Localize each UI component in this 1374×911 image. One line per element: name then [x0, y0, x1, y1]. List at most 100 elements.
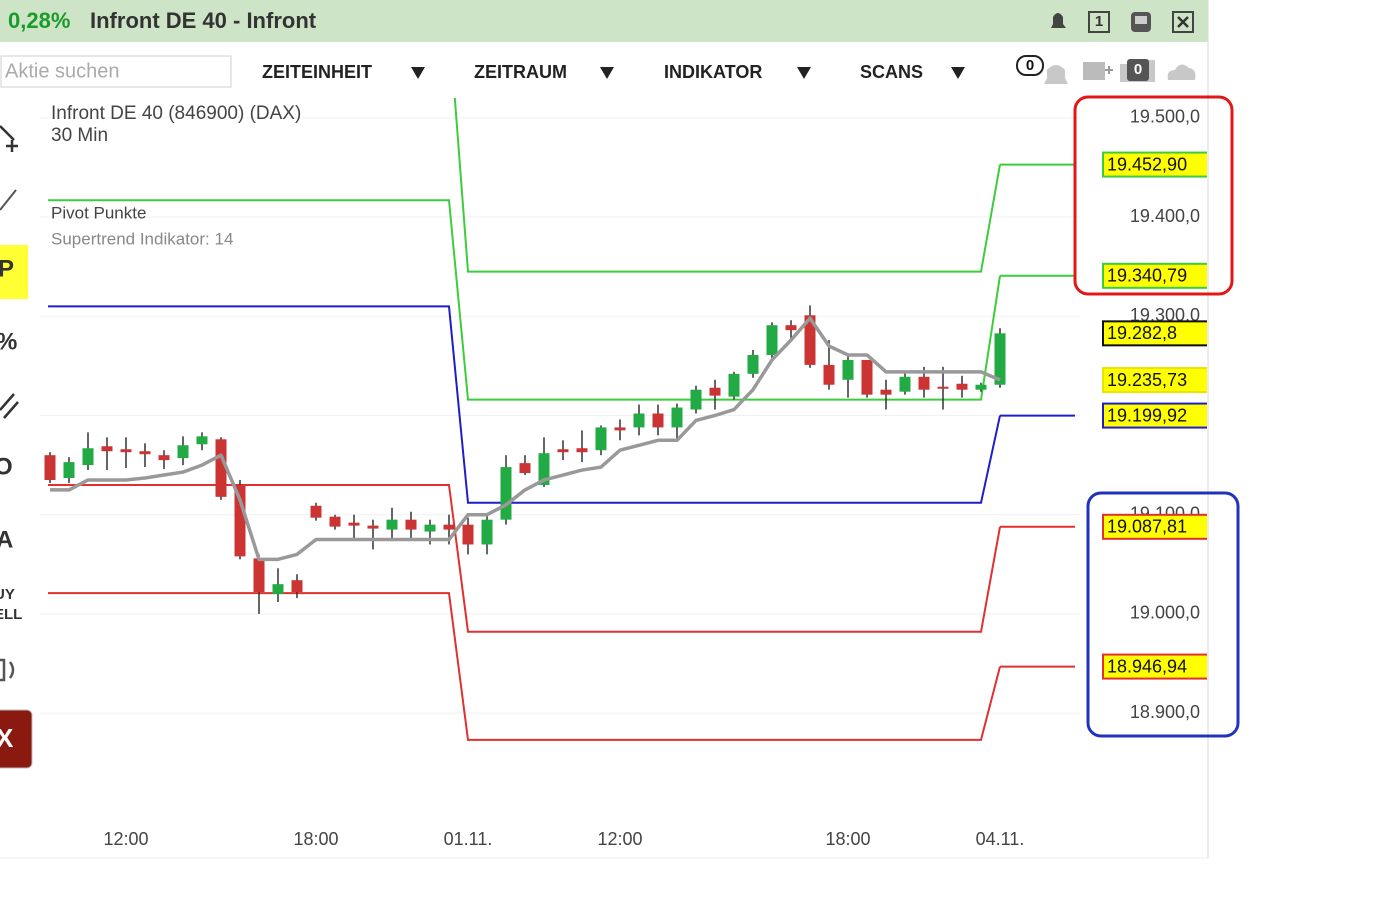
tool-line[interactable] [0, 189, 17, 211]
candle-body [215, 439, 227, 497]
tool-percent[interactable]: % [0, 328, 17, 355]
candle-body [272, 584, 284, 595]
y-tick-label: 19.500,0 [1130, 107, 1200, 127]
candle-body [101, 446, 113, 452]
pivot-line [50, 592, 1001, 741]
pivot-line [453, 98, 1001, 273]
menu-label: ZEITEINHEIT [262, 62, 372, 82]
tool-sound[interactable] [0, 658, 15, 682]
menu-zeiteinheit[interactable]: ZEITEINHEIT [262, 62, 425, 82]
candle-body [652, 413, 664, 428]
candle-body [424, 524, 436, 532]
price-tag [1102, 367, 1207, 394]
price-change: 0,28% [8, 8, 70, 33]
candle-body [785, 325, 797, 331]
price-tag-label: 19.235,73 [1107, 370, 1187, 390]
candle-body [139, 451, 151, 455]
candle-body [63, 462, 75, 478]
candle-body [82, 448, 94, 466]
candle-body [462, 524, 474, 545]
candle-body [196, 436, 208, 445]
menu-zeitraum[interactable]: ZEITRAUM [474, 62, 614, 82]
candle-body [975, 384, 987, 390]
candle-body [386, 519, 398, 530]
candle-body [747, 354, 759, 374]
menu-scans[interactable]: SCANS [860, 62, 965, 82]
grid [40, 117, 1080, 714]
supertrend-line [50, 316, 1001, 562]
y-tick-label: 19.300,0 [1130, 305, 1200, 325]
price-axis: 18.900,019.000,019.100,019.200,019.300,0… [1102, 107, 1207, 722]
candle-body [804, 315, 816, 365]
search-box[interactable]: Aktie suchen [0, 55, 232, 88]
x-tick-label: 12:00 [597, 829, 642, 849]
detach-button[interactable] [1131, 12, 1151, 32]
tool-label: UY [0, 586, 15, 603]
menu-label: ZEITRAUM [474, 62, 567, 82]
tool-buy-sell[interactable]: UY ELL [0, 586, 22, 623]
tool-channel[interactable] [0, 393, 19, 419]
tool-text[interactable]: A [0, 526, 13, 553]
close-glyph [1177, 16, 1189, 28]
badge-count: 0 [1134, 61, 1142, 78]
cloud-button[interactable] [1167, 64, 1196, 80]
tool-label: X [0, 723, 14, 753]
chart-title: Infront DE 40 (846900) (DAX) [51, 103, 301, 124]
x-tick-label: 18:00 [293, 829, 338, 849]
price-tag-label: 19.452,90 [1107, 154, 1187, 174]
plot-area [44, 98, 1075, 741]
candle-body [595, 427, 607, 451]
tool-circle[interactable]: O [0, 453, 13, 480]
price-tag-label: 19.282,8 [1107, 323, 1177, 343]
alarm-button[interactable] [1051, 13, 1066, 28]
annotation-box [1073, 95, 1234, 296]
menu-indikator[interactable]: INDIKATOR [664, 62, 811, 82]
folder-button[interactable]: 0 [1120, 59, 1155, 82]
x-tick-label: 18:00 [825, 829, 870, 849]
close-button[interactable] [1172, 11, 1194, 33]
candle-body [500, 467, 512, 520]
price-tag [1102, 513, 1207, 540]
candle-body [234, 484, 246, 557]
candle-body [405, 519, 417, 530]
button-label: 1 [1095, 13, 1103, 30]
candle-body [671, 407, 683, 428]
pivot-line [50, 199, 1001, 401]
chart: 18.900,019.000,019.100,019.200,019.300,0… [40, 98, 1207, 849]
candle-body [253, 558, 265, 593]
button-frame [1172, 11, 1194, 33]
dropdown-arrow [411, 67, 425, 79]
badge [1016, 55, 1044, 76]
candle-body [310, 505, 322, 518]
bell-icon [1051, 13, 1066, 28]
candle-body [956, 383, 968, 390]
tool-crosshair[interactable] [0, 125, 18, 152]
candle-body [899, 376, 911, 392]
candle-body [633, 413, 645, 428]
candle-body [823, 364, 835, 385]
candle-body [44, 455, 56, 480]
candle-body [766, 325, 778, 355]
candle-body [690, 389, 702, 410]
tool-pivot[interactable]: P [0, 245, 28, 299]
tool-label: P [0, 255, 14, 282]
watchlist-button[interactable] [1083, 62, 1113, 80]
candle-body [481, 519, 493, 545]
y-tick-label: 19.000,0 [1130, 603, 1200, 623]
tool-label: ELL [0, 606, 22, 623]
price-tag-label: 19.087,81 [1107, 517, 1187, 537]
layout-button[interactable]: 1 [1088, 11, 1110, 33]
tool-delete[interactable]: X [0, 709, 33, 769]
price-tag [1102, 402, 1207, 429]
candle-body [861, 359, 873, 395]
window-title: Infront DE 40 - Infront [90, 8, 317, 33]
menu-label: INDIKATOR [664, 62, 762, 82]
price-tag [1102, 262, 1207, 289]
button-glyph [1135, 16, 1147, 24]
candle-body [348, 522, 360, 526]
dropdown-arrow [797, 67, 811, 79]
alerts-button[interactable]: 0 [1016, 55, 1068, 84]
delete-button [0, 709, 33, 769]
